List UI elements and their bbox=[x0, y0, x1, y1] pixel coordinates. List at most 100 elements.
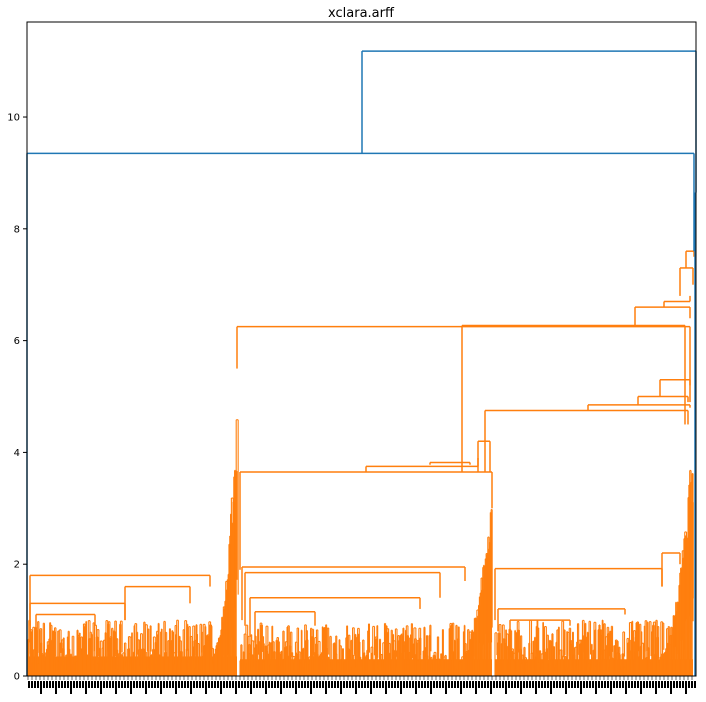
leaf-label-mark bbox=[226, 681, 228, 688]
leaf-label-mark bbox=[514, 681, 516, 688]
leaf-label-mark bbox=[673, 681, 675, 688]
leaf-label-mark bbox=[286, 681, 288, 688]
leaf-label-mark bbox=[496, 681, 498, 688]
leaf-label-mark bbox=[265, 681, 267, 694]
leaf-label-mark bbox=[628, 681, 630, 688]
leaf-label-mark bbox=[262, 681, 264, 688]
leaf-label-mark bbox=[193, 681, 195, 688]
leaf-label-mark bbox=[169, 681, 171, 688]
leaf-label-mark bbox=[385, 681, 387, 694]
leaf-label-mark bbox=[469, 681, 471, 688]
leaf-label-mark bbox=[253, 681, 255, 688]
leaf-label-mark bbox=[154, 681, 156, 688]
leaf-label-mark bbox=[583, 681, 585, 688]
leaf-label-mark bbox=[232, 681, 234, 688]
leaf-label-mark bbox=[655, 681, 657, 694]
leaf-label-mark bbox=[640, 681, 642, 694]
leaf-label-mark bbox=[679, 681, 681, 688]
leaf-label-mark bbox=[46, 681, 48, 688]
leaf-label-mark bbox=[553, 681, 555, 688]
leaf-label-mark bbox=[289, 681, 291, 688]
leaf-label-mark bbox=[622, 681, 624, 688]
leaf-label-mark bbox=[328, 681, 330, 688]
leaf-label-mark bbox=[151, 681, 153, 688]
leaf-label-mark bbox=[511, 681, 513, 688]
leaf-label-mark bbox=[37, 681, 39, 688]
leaf-label-mark bbox=[223, 681, 225, 688]
leaf-label-mark bbox=[409, 681, 411, 688]
leaf-label-mark bbox=[295, 681, 297, 694]
leaf-label-mark bbox=[349, 681, 351, 688]
leaf-label-mark bbox=[331, 681, 333, 688]
leaf-label-mark bbox=[340, 681, 342, 694]
leaf-label-mark bbox=[367, 681, 369, 688]
leaf-label-mark bbox=[79, 681, 81, 688]
leaf-label-mark bbox=[319, 681, 321, 688]
leaf-label-mark bbox=[127, 681, 129, 688]
leaf-label-mark bbox=[61, 681, 63, 688]
leaf-label-mark bbox=[574, 681, 576, 688]
leaf-label-mark bbox=[688, 681, 690, 688]
leaf-label-mark bbox=[40, 681, 42, 694]
leaf-label-mark bbox=[256, 681, 258, 688]
leaf-label-mark bbox=[208, 681, 210, 688]
leaf-label-mark bbox=[157, 681, 159, 688]
leaf-label-mark bbox=[178, 681, 180, 688]
leaf-label-mark bbox=[250, 681, 252, 694]
leaf-label-mark bbox=[592, 681, 594, 688]
leaf-label-mark bbox=[358, 681, 360, 688]
leaf-label-mark bbox=[556, 681, 558, 688]
y-tick-label: 0 bbox=[14, 672, 20, 683]
leaf-label-mark bbox=[571, 681, 573, 688]
leaf-label-mark bbox=[85, 681, 87, 694]
leaf-label-mark bbox=[70, 681, 72, 694]
leaf-label-mark bbox=[103, 681, 105, 688]
y-tick-label: 4 bbox=[14, 448, 20, 459]
leaf-label-mark bbox=[676, 681, 678, 688]
leaf-label-mark bbox=[649, 681, 651, 688]
leaf-label-mark bbox=[562, 681, 564, 688]
leaf-label-mark bbox=[478, 681, 480, 688]
leaf-label-mark bbox=[214, 681, 216, 688]
leaf-label-mark bbox=[199, 681, 201, 688]
leaf-label-mark bbox=[346, 681, 348, 688]
leaf-label-mark bbox=[106, 681, 108, 688]
leaf-label-mark bbox=[568, 681, 570, 688]
leaf-label-mark bbox=[505, 681, 507, 694]
leaf-label-mark bbox=[625, 681, 627, 694]
leaf-label-mark bbox=[415, 681, 417, 694]
leaf-label-mark bbox=[139, 681, 141, 688]
leaf-label-mark bbox=[316, 681, 318, 688]
leaf-label-mark bbox=[55, 681, 57, 694]
leaf-label-mark bbox=[28, 681, 30, 688]
leaf-label-mark bbox=[565, 681, 567, 694]
y-tick-label: 8 bbox=[14, 224, 20, 235]
leaf-label-mark bbox=[118, 681, 120, 688]
leaf-label-mark bbox=[613, 681, 615, 688]
leaf-label-mark bbox=[472, 681, 474, 688]
y-tick-label: 6 bbox=[14, 336, 20, 347]
leaf-labels bbox=[27, 676, 696, 694]
leaf-label-mark bbox=[463, 681, 465, 688]
leaf-label-mark bbox=[382, 681, 384, 688]
leaf-label-mark bbox=[466, 681, 468, 688]
leaf-label-mark bbox=[490, 681, 492, 694]
y-tick-label: 10 bbox=[7, 113, 20, 124]
leaf-label-mark bbox=[523, 681, 525, 688]
leaf-label-mark bbox=[145, 681, 147, 694]
leaf-label-mark bbox=[259, 681, 261, 688]
leaf-label-mark bbox=[457, 681, 459, 688]
leaf-label-mark bbox=[229, 681, 231, 688]
leaf-label-mark bbox=[508, 681, 510, 688]
leaf-label-mark bbox=[601, 681, 603, 688]
y-axis: 0 2 4 6 8 10 bbox=[7, 113, 27, 683]
leaf-label-mark bbox=[433, 681, 435, 688]
leaf-label-mark bbox=[481, 681, 483, 688]
leaf-label-mark bbox=[520, 681, 522, 694]
leaf-label-mark bbox=[619, 681, 621, 688]
leaf-label-mark bbox=[418, 681, 420, 688]
leaf-label-mark bbox=[691, 681, 693, 688]
leaf-label-mark bbox=[517, 681, 519, 688]
